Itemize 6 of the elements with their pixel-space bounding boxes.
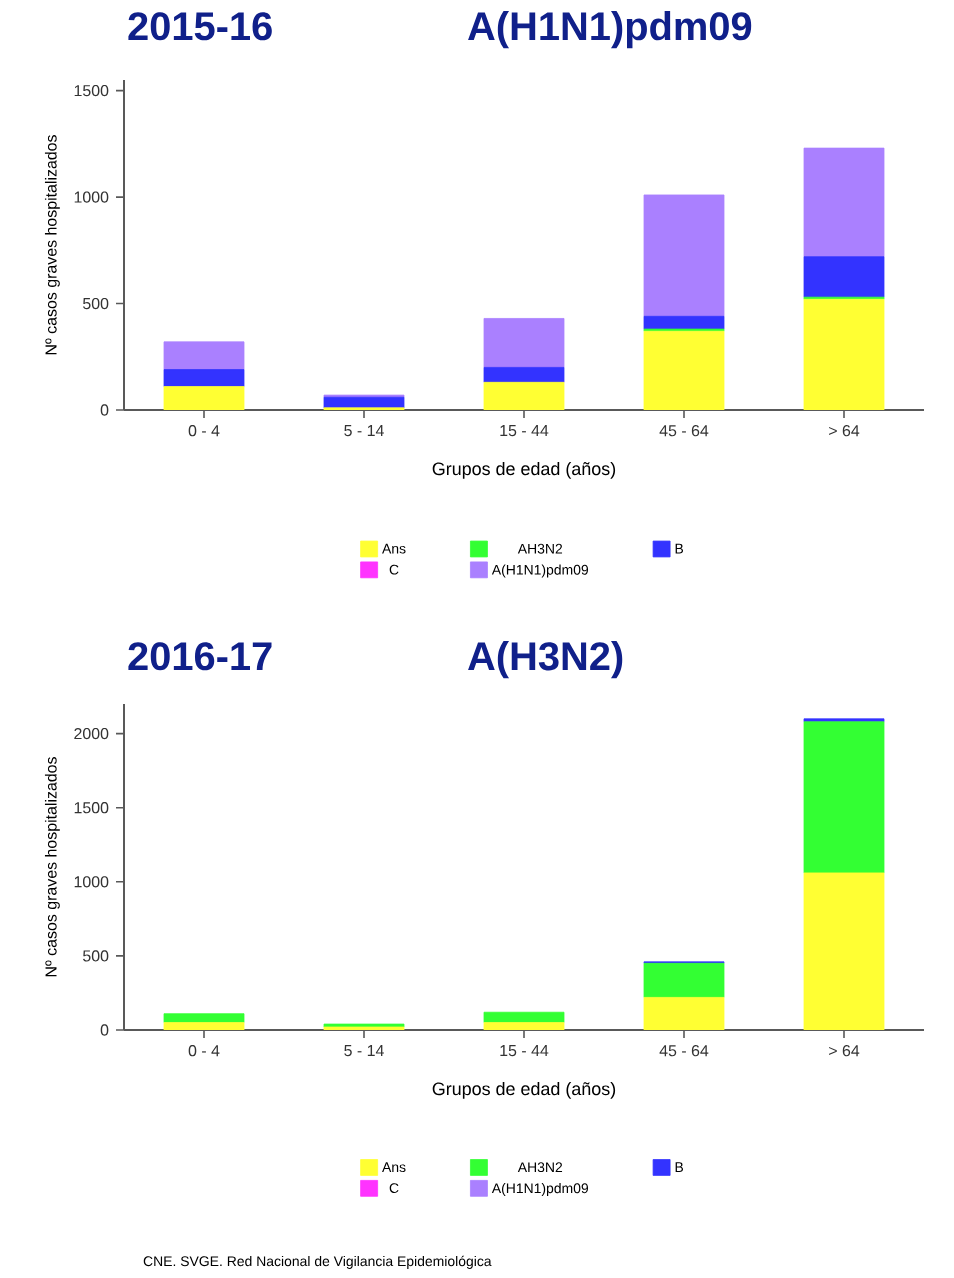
x-axis-title: Grupos de edad (años) [432, 461, 616, 479]
chart-subtitle: A(H3N2) [468, 641, 623, 679]
x-axis-title: Grupos de edad (años) [432, 1082, 616, 1099]
chart-subtitle: A(H1N1)pdm09 [468, 11, 752, 49]
chart-title: 2015-16 [128, 12, 272, 41]
chart-title: 2016-17 [128, 642, 272, 671]
